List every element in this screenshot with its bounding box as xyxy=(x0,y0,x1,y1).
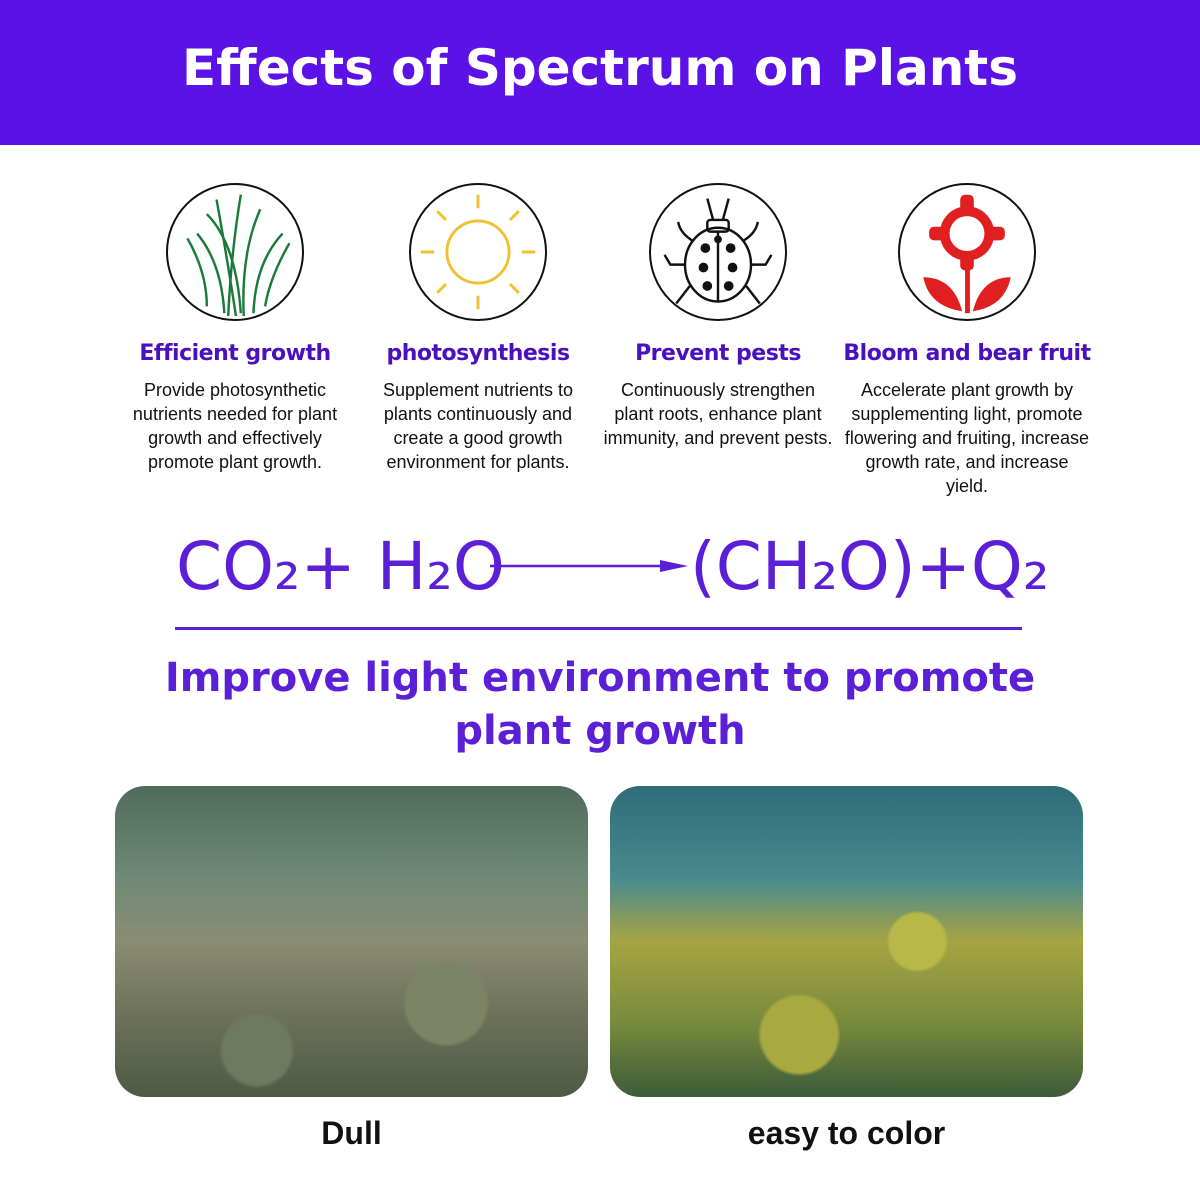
equation-products: (CH₂O)+Q₂ xyxy=(690,528,1050,605)
feature-title: Efficient growth xyxy=(139,341,331,366)
feature-text: Accelerate plant growth by supplementing… xyxy=(844,380,1090,496)
feature-title: Bloom and bear fruit xyxy=(843,341,1091,366)
feature-photosynthesis: photosynthesis Supplement nutrients to p… xyxy=(353,183,603,474)
feature-title: photosynthesis xyxy=(386,341,570,366)
equation-reactants: CO₂+ H₂O xyxy=(176,528,505,605)
photo-colorful xyxy=(610,786,1083,1097)
tagline-line: plant growth xyxy=(454,708,746,754)
feature-bloom: Bloom and bear fruit Accelerate plant gr… xyxy=(837,183,1097,498)
ladybug-icon xyxy=(649,183,787,321)
tagline: Improve light environment to promote pla… xyxy=(0,652,1200,758)
divider xyxy=(175,627,1022,630)
arrow-icon xyxy=(490,560,688,572)
feature-prevent-pests: Prevent pests Continuously strengthen pl… xyxy=(593,183,843,450)
sun-icon xyxy=(409,183,547,321)
photo-caption: Dull xyxy=(321,1115,382,1151)
header-banner: Effects of Spectrum on Plants xyxy=(0,0,1200,145)
tagline-line: Improve light environment to promote xyxy=(164,655,1036,701)
photosynthesis-equation: CO₂+ H₂O (CH₂O)+Q₂ xyxy=(0,528,1200,608)
photo-caption: easy to color xyxy=(747,1115,946,1151)
page-title: Effects of Spectrum on Plants xyxy=(182,38,1018,97)
feature-text: Supplement nutrients to plants continuou… xyxy=(382,380,574,472)
feature-text: Continuously strengthen plant roots, enh… xyxy=(603,380,833,448)
grass-icon xyxy=(166,183,304,321)
feature-text: Provide photosynthetic nutrients needed … xyxy=(132,380,338,472)
photo-dull xyxy=(115,786,588,1097)
flower-icon xyxy=(898,183,1036,321)
feature-title: Prevent pests xyxy=(635,341,801,366)
feature-efficient-growth: Efficient growth Provide photosynthetic … xyxy=(110,183,360,474)
